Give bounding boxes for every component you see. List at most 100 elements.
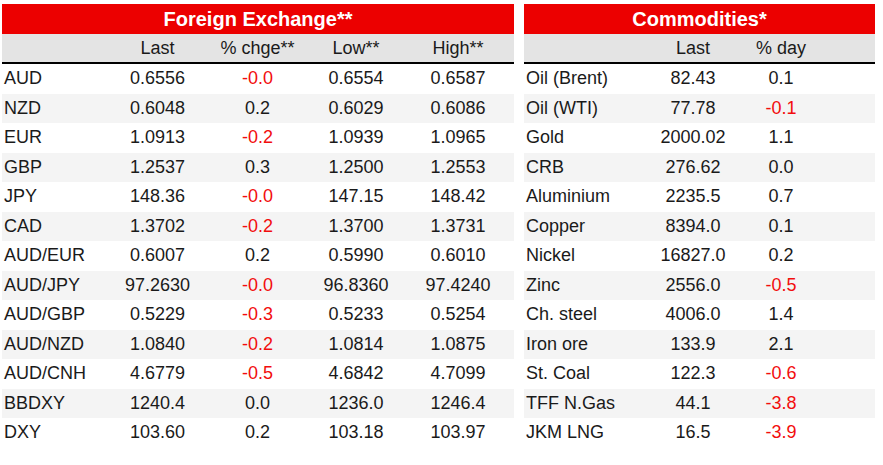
foreign-exchange-column-header-row: Last % chge** Low** High** (2, 34, 514, 64)
row-label: CRB (524, 157, 640, 178)
row-label: TFF N.Gas (524, 393, 640, 414)
row-label: St. Coal (524, 363, 640, 384)
cell-high: 103.97 (402, 422, 514, 443)
cell-day: 1.4 (746, 304, 816, 325)
row-label: AUD/NZD (2, 334, 110, 355)
row-label: EUR (2, 127, 110, 148)
table-row: TFF N.Gas44.1-3.8 (524, 389, 875, 419)
cell-high: 0.6010 (402, 245, 514, 266)
table-row: GBP1.25370.31.25001.2553 (2, 153, 514, 183)
table-row: Oil (WTI)77.78-0.1 (524, 94, 875, 124)
cell-last: 0.6556 (110, 68, 205, 89)
cell-last: 4006.0 (640, 304, 746, 325)
commodities-title: Commodities* (524, 4, 875, 34)
cell-high: 0.6086 (402, 98, 514, 119)
cell-day: 0.1 (746, 216, 816, 237)
cell-chge: -0.2 (205, 334, 310, 355)
cell-day: 0.1 (746, 68, 816, 89)
row-label: NZD (2, 98, 110, 119)
cell-chge: 0.3 (205, 157, 310, 178)
row-label: Nickel (524, 245, 640, 266)
cell-last: 103.60 (110, 422, 205, 443)
row-label: Ch. steel (524, 304, 640, 325)
cell-day: -0.1 (746, 98, 816, 119)
cell-high: 1.2553 (402, 157, 514, 178)
table-row: AUD/EUR0.60070.20.59900.6010 (2, 241, 514, 271)
cell-last: 2235.5 (640, 186, 746, 207)
row-label: Oil (Brent) (524, 68, 640, 89)
cell-low: 0.6554 (310, 68, 402, 89)
column-header-last: Last (110, 38, 205, 59)
cell-day: 0.2 (746, 245, 816, 266)
table-row: BBDXY1240.40.01236.01246.4 (2, 389, 514, 419)
table-row: Oil (Brent)82.430.1 (524, 64, 875, 94)
table-row: AUD/NZD1.0840-0.21.08141.0875 (2, 330, 514, 360)
cell-day: -0.6 (746, 363, 816, 384)
table-row: NZD0.60480.20.60290.6086 (2, 94, 514, 124)
cell-last: 133.9 (640, 334, 746, 355)
cell-chge: -0.0 (205, 275, 310, 296)
row-label: Aluminium (524, 186, 640, 207)
cell-chge: 0.2 (205, 245, 310, 266)
table-row: CAD1.3702-0.21.37001.3731 (2, 212, 514, 242)
cell-last: 1.3702 (110, 216, 205, 237)
cell-last: 122.3 (640, 363, 746, 384)
foreign-exchange-title: Foreign Exchange** (2, 4, 514, 34)
row-label: AUD (2, 68, 110, 89)
row-label: Copper (524, 216, 640, 237)
table-row: JKM LNG16.5-3.9 (524, 418, 875, 448)
cell-last: 0.5229 (110, 304, 205, 325)
commodities-rows: Oil (Brent)82.430.1Oil (WTI)77.78-0.1Gol… (524, 64, 875, 448)
commodities-column-header-row: Last % day (524, 34, 875, 64)
row-label: BBDXY (2, 393, 110, 414)
cell-last: 0.6048 (110, 98, 205, 119)
cell-last: 2556.0 (640, 275, 746, 296)
cell-last: 0.6007 (110, 245, 205, 266)
column-header-high: High** (402, 38, 514, 59)
cell-low: 4.6842 (310, 363, 402, 384)
cell-low: 1.2500 (310, 157, 402, 178)
row-label: AUD/CNH (2, 363, 110, 384)
cell-low: 147.15 (310, 186, 402, 207)
table-row: Iron ore133.92.1 (524, 330, 875, 360)
column-header-low: Low** (310, 38, 402, 59)
cell-chge: -0.0 (205, 186, 310, 207)
table-row: Gold2000.021.1 (524, 123, 875, 153)
row-label: AUD/EUR (2, 245, 110, 266)
cell-low: 1236.0 (310, 393, 402, 414)
table-row: Zinc2556.0-0.5 (524, 271, 875, 301)
cell-last: 1.0913 (110, 127, 205, 148)
cell-high: 0.6587 (402, 68, 514, 89)
cell-chge: 0.2 (205, 98, 310, 119)
row-label: Gold (524, 127, 640, 148)
table-row: AUD/CNH4.6779-0.54.68424.7099 (2, 359, 514, 389)
cell-chge: -0.3 (205, 304, 310, 325)
cell-last: 276.62 (640, 157, 746, 178)
cell-low: 0.5233 (310, 304, 402, 325)
cell-day: -3.8 (746, 393, 816, 414)
cell-high: 148.42 (402, 186, 514, 207)
row-label: Zinc (524, 275, 640, 296)
cell-high: 97.4240 (402, 275, 514, 296)
cell-last: 82.43 (640, 68, 746, 89)
table-row: Aluminium2235.50.7 (524, 182, 875, 212)
cell-low: 0.5990 (310, 245, 402, 266)
row-label: DXY (2, 422, 110, 443)
row-label: AUD/GBP (2, 304, 110, 325)
cell-chge: -0.2 (205, 127, 310, 148)
cell-chge: -0.2 (205, 216, 310, 237)
cell-high: 4.7099 (402, 363, 514, 384)
cell-day: 1.1 (746, 127, 816, 148)
table-row: Ch. steel4006.01.4 (524, 300, 875, 330)
cell-high: 1.0875 (402, 334, 514, 355)
column-header-pct-chge: % chge** (205, 38, 310, 59)
table-row: AUD0.6556-0.00.65540.6587 (2, 64, 514, 94)
cell-high: 1.3731 (402, 216, 514, 237)
cell-high: 1.0965 (402, 127, 514, 148)
cell-last: 8394.0 (640, 216, 746, 237)
table-row: Nickel16827.00.2 (524, 241, 875, 271)
cell-last: 16827.0 (640, 245, 746, 266)
table-row: St. Coal122.3-0.6 (524, 359, 875, 389)
cell-low: 96.8360 (310, 275, 402, 296)
cell-chge: -0.0 (205, 68, 310, 89)
